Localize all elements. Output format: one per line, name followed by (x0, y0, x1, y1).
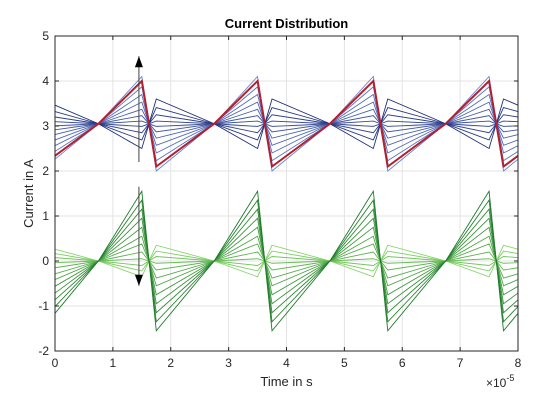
annotation-arrow-head (134, 274, 143, 286)
x-tick-label: 2 (167, 356, 174, 370)
series-line-upper (54, 120, 519, 127)
y-tick-label: 1 (42, 209, 49, 223)
series-line-lower (54, 208, 519, 314)
series-line-lower (54, 244, 519, 278)
series-line-upper (54, 108, 519, 139)
y-tick-label: 4 (42, 74, 49, 88)
axes (54, 35, 519, 352)
x-axis-exponent: ×10-5 (486, 373, 514, 390)
series-lines (54, 75, 519, 332)
series-line-lower (54, 243, 519, 279)
x-tick-label: 4 (283, 356, 290, 370)
x-axis-exponent-base: ×10 (486, 376, 507, 390)
x-tick-label: 1 (110, 356, 117, 370)
series-line-lower (54, 199, 519, 323)
y-tick-label: -2 (38, 344, 49, 358)
x-axis-exponent-power: -5 (506, 373, 514, 383)
series-line-lower (54, 251, 519, 271)
x-tick-label: 3 (225, 356, 232, 370)
x-tick-label: 5 (341, 356, 348, 370)
series-line-upper (54, 101, 519, 146)
y-tick-label: 2 (42, 164, 49, 178)
tick-labels: 0 1 2 3 4 5 6 7 8 -2 -1 0 1 2 3 4 5 (38, 29, 521, 370)
x-tick-label: 6 (399, 356, 406, 370)
series-line-lower (54, 258, 519, 264)
series-line-lower (54, 226, 519, 296)
x-tick-label: 8 (515, 356, 522, 370)
series-line-upper (54, 98, 519, 150)
series-line-lower (54, 250, 519, 272)
y-tick-label: -1 (38, 299, 49, 313)
y-tick-label: 0 (42, 254, 49, 268)
series-line-upper (54, 107, 519, 141)
series-line-upper (54, 93, 519, 154)
series-line-lower (54, 217, 519, 305)
chart-title: Current Distribution (225, 16, 349, 31)
y-tick-label: 5 (42, 29, 49, 43)
annotations (134, 56, 143, 286)
x-tick-label: 0 (52, 356, 59, 370)
x-axis-label: Time in s (260, 374, 313, 389)
series-line-upper (54, 120, 519, 127)
x-tick-label: 7 (457, 356, 464, 370)
y-tick-label: 3 (42, 119, 49, 133)
series-line-lower (54, 256, 519, 266)
annotation-arrow-head (134, 56, 143, 68)
series-line-upper (54, 114, 519, 134)
y-axis-label: Current in A (21, 159, 36, 228)
series-line-highlight (54, 78, 519, 169)
series-line-upper (54, 115, 519, 133)
series-line-lower (54, 235, 519, 287)
series-line-lower (54, 189, 519, 332)
